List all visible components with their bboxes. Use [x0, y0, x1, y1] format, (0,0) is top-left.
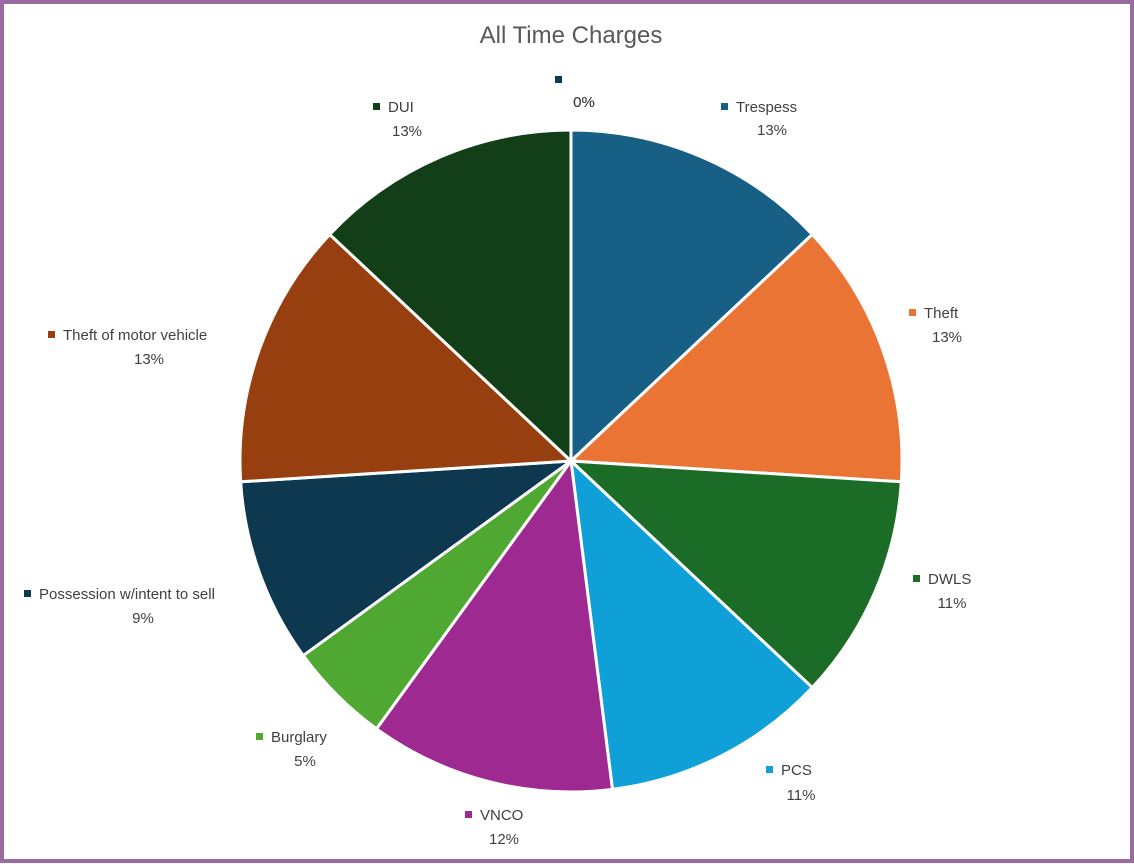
slice-label-percent: 13%	[757, 122, 787, 139]
slice-label-percent: 11%	[787, 787, 816, 804]
slice-label-name: VNCO	[480, 807, 523, 824]
data-label-1: 0%	[555, 76, 595, 111]
pie-chart: 0%0% Trespess13%Theft13%DWLS11%PCS11%VNCO…	[24, 76, 971, 848]
slice-label-name: DWLS	[928, 571, 971, 588]
slice-label-name: Theft	[924, 305, 959, 322]
legend-key-square	[913, 575, 920, 582]
legend-key-square	[721, 103, 728, 110]
slice-label-percent: 13%	[392, 123, 422, 140]
slice-label-name: PCS	[781, 762, 812, 779]
pie-slice-dwls	[566, 459, 903, 690]
data-label-5: PCS 11%	[766, 762, 815, 804]
slice-label-percent: 12%	[489, 831, 519, 848]
data-label-9: Theft of motor vehicle 13%	[48, 327, 207, 368]
slice-label-percent: 13%	[932, 329, 962, 346]
data-label-10: DUI 13%	[373, 99, 422, 140]
pie-slice-trespess	[569, 128, 815, 465]
data-label-6: VNCO 12%	[465, 807, 523, 848]
slice-label-percent: 0%	[573, 94, 595, 111]
legend-key-square	[373, 103, 380, 110]
legend-key-square	[909, 309, 916, 316]
legend-key-square	[555, 76, 562, 83]
slice-label-percent: 13%	[134, 351, 164, 368]
data-label-3: Theft 13%	[909, 305, 962, 346]
slice-label-percent: 11%	[938, 595, 967, 612]
data-label-7: Burglary 5%	[256, 729, 327, 770]
slice-label-name: Trespess	[736, 99, 797, 116]
legend-key-square	[24, 590, 31, 597]
slice-label-name: DUI	[388, 99, 414, 116]
pie-slice-pcs	[568, 457, 815, 792]
slice-label-name: Possession w/intent to sell	[39, 586, 215, 603]
legend-key-square	[766, 766, 773, 773]
pie-slice-dui	[327, 128, 573, 465]
data-label-2: Trespess 13%	[721, 99, 797, 139]
slice-label-percent: 0%	[573, 94, 595, 111]
slice-label-percent: 9%	[132, 610, 154, 627]
slice-label-name: Burglary	[271, 729, 327, 746]
data-label-8: Possession w/intent to sell 9%	[24, 586, 215, 627]
legend-key-square	[48, 331, 55, 338]
pie-slice-possession-w-intent-to-sell	[239, 459, 577, 658]
pie-slice-theft	[567, 232, 904, 484]
legend-key-square	[465, 811, 472, 818]
legend-key-square	[256, 733, 263, 740]
slice-label-percent: 5%	[294, 753, 316, 770]
slice-label-name: Theft of motor vehicle	[63, 327, 207, 344]
chart-title: All Time Charges	[479, 22, 663, 49]
pie-slice-vnco	[374, 457, 615, 794]
pie-slice-theft-of-motor-vehicle	[238, 232, 575, 484]
data-label-4: DWLS 11%	[913, 571, 971, 612]
